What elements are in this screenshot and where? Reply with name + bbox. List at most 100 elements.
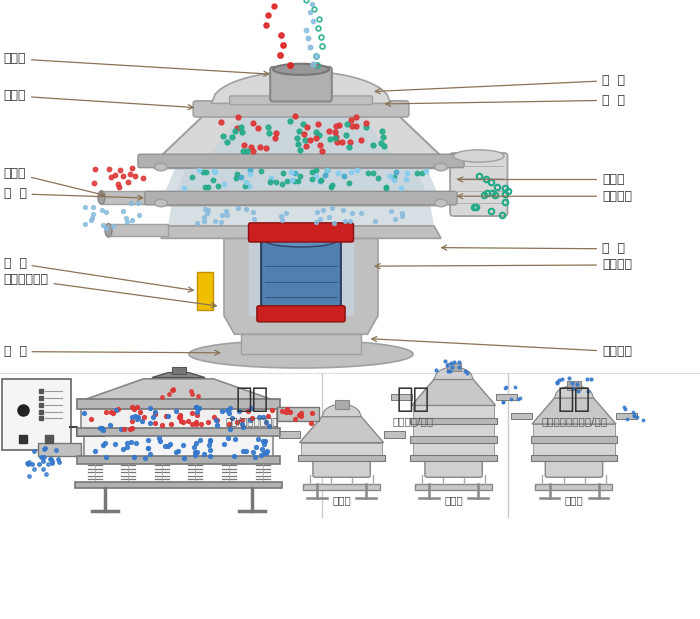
- Text: 颗粒/粉末准确分级: 颗粒/粉末准确分级: [225, 416, 279, 426]
- Text: 三层式: 三层式: [444, 495, 463, 505]
- FancyBboxPatch shape: [313, 458, 370, 477]
- Bar: [303, 484, 380, 490]
- Text: 进料口: 进料口: [4, 52, 269, 76]
- Polygon shape: [554, 386, 594, 398]
- Ellipse shape: [454, 150, 504, 162]
- Polygon shape: [322, 404, 361, 417]
- Bar: [413, 405, 494, 418]
- Text: 加重块: 加重块: [458, 173, 624, 186]
- Text: 去除液体中的颗粒/异物: 去除液体中的颗粒/异物: [541, 416, 607, 426]
- FancyBboxPatch shape: [248, 223, 354, 242]
- Bar: [496, 394, 517, 400]
- Bar: [335, 400, 349, 409]
- Text: 束  环: 束 环: [4, 187, 143, 201]
- Polygon shape: [434, 367, 473, 379]
- Text: 筛  盘: 筛 盘: [442, 242, 625, 256]
- Ellipse shape: [435, 163, 447, 171]
- Bar: [197, 272, 213, 310]
- Ellipse shape: [155, 163, 167, 171]
- Polygon shape: [224, 238, 378, 334]
- Ellipse shape: [98, 191, 105, 204]
- Bar: [536, 484, 612, 490]
- Text: 出料口: 出料口: [4, 167, 104, 196]
- Bar: [172, 367, 186, 374]
- Ellipse shape: [435, 199, 447, 207]
- Bar: [531, 436, 617, 443]
- Polygon shape: [154, 156, 448, 168]
- FancyBboxPatch shape: [193, 101, 409, 117]
- Bar: [276, 407, 318, 421]
- Polygon shape: [248, 238, 354, 316]
- Text: 防尘盖: 防尘盖: [4, 89, 193, 110]
- FancyBboxPatch shape: [261, 238, 341, 316]
- FancyBboxPatch shape: [230, 96, 372, 105]
- Text: 振动电机: 振动电机: [375, 258, 632, 272]
- Bar: [75, 482, 282, 488]
- Text: 过滤: 过滤: [396, 385, 430, 413]
- Bar: [413, 424, 494, 436]
- Bar: [410, 455, 497, 461]
- Text: 机  座: 机 座: [4, 345, 220, 358]
- Polygon shape: [161, 226, 441, 238]
- Polygon shape: [176, 169, 426, 192]
- Ellipse shape: [265, 233, 337, 247]
- Bar: [77, 428, 280, 436]
- Bar: [384, 431, 405, 438]
- Polygon shape: [102, 191, 164, 204]
- Text: 分级: 分级: [235, 385, 269, 413]
- Text: 单层式: 单层式: [332, 495, 351, 505]
- Text: 双层式: 双层式: [565, 495, 583, 505]
- Bar: [616, 413, 637, 419]
- FancyBboxPatch shape: [270, 67, 332, 102]
- Polygon shape: [300, 417, 384, 443]
- Bar: [80, 407, 276, 431]
- Polygon shape: [161, 113, 441, 156]
- Polygon shape: [168, 206, 434, 226]
- Text: 去除异物/结块: 去除异物/结块: [393, 416, 433, 426]
- Text: 网  架: 网 架: [386, 93, 625, 107]
- Text: 筛  网: 筛 网: [375, 74, 625, 93]
- Polygon shape: [108, 224, 168, 236]
- Polygon shape: [412, 379, 496, 405]
- Bar: [301, 443, 382, 455]
- Bar: [415, 484, 492, 490]
- Polygon shape: [152, 373, 205, 378]
- FancyBboxPatch shape: [257, 306, 345, 322]
- Text: 弹  簧: 弹 簧: [4, 256, 193, 292]
- Text: 上部重锤: 上部重锤: [458, 189, 632, 203]
- Bar: [447, 363, 461, 371]
- Bar: [391, 394, 412, 400]
- Bar: [279, 431, 300, 438]
- Ellipse shape: [189, 340, 413, 368]
- FancyBboxPatch shape: [450, 153, 508, 216]
- Bar: [38, 443, 80, 456]
- Bar: [567, 381, 581, 390]
- FancyBboxPatch shape: [138, 154, 464, 168]
- Bar: [77, 399, 280, 409]
- Polygon shape: [164, 168, 438, 193]
- Polygon shape: [241, 334, 360, 354]
- Bar: [77, 456, 280, 464]
- Ellipse shape: [105, 223, 112, 237]
- Text: 运输固定螺栓: 运输固定螺栓: [4, 273, 216, 308]
- Bar: [84, 435, 273, 459]
- Bar: [413, 443, 494, 455]
- Bar: [298, 455, 385, 461]
- Ellipse shape: [155, 199, 167, 207]
- Polygon shape: [80, 379, 276, 401]
- Polygon shape: [158, 193, 444, 206]
- Ellipse shape: [273, 64, 329, 75]
- Text: 除杂: 除杂: [557, 385, 591, 413]
- FancyBboxPatch shape: [2, 379, 71, 450]
- Bar: [533, 424, 615, 436]
- FancyBboxPatch shape: [425, 458, 482, 477]
- Bar: [410, 436, 497, 443]
- FancyBboxPatch shape: [145, 191, 457, 205]
- Bar: [531, 455, 617, 461]
- Polygon shape: [210, 114, 392, 155]
- Bar: [533, 443, 615, 455]
- Text: 下部重锤: 下部重锤: [372, 337, 632, 358]
- Polygon shape: [211, 71, 391, 103]
- Bar: [511, 413, 532, 419]
- FancyBboxPatch shape: [545, 458, 603, 477]
